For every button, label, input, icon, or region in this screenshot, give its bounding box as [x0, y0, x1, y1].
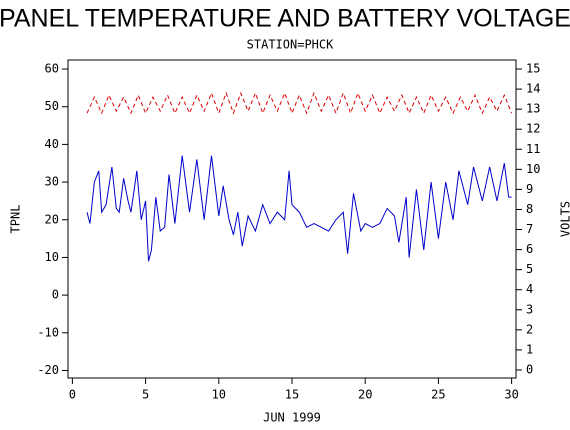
- y2-tick-label: 13: [526, 102, 540, 116]
- x-tick-label: 10: [212, 388, 226, 402]
- y2-tick-label: 14: [526, 82, 540, 96]
- y2-tick-label: 15: [526, 62, 540, 76]
- y2-tick-label: 12: [526, 122, 540, 136]
- y2-tick-label: 10: [526, 162, 540, 176]
- x-tick-label: 5: [142, 388, 149, 402]
- chart-subtitle: STATION=PHCK: [247, 38, 334, 52]
- y-tick-label: 40: [45, 137, 59, 151]
- y-tick-label: 50: [45, 99, 59, 113]
- y-tick-label: 10: [45, 250, 59, 264]
- y2-tick-label: 7: [526, 222, 533, 236]
- series-line: [86, 91, 513, 115]
- x-tick-label: 25: [431, 388, 445, 402]
- y2-tick-label: 6: [526, 242, 533, 256]
- y2-axis-label: VOLTS: [559, 201, 570, 237]
- y-tick-label: 20: [45, 212, 59, 226]
- x-tick-label: 0: [69, 388, 76, 402]
- x-tick-label: 15: [285, 388, 299, 402]
- y-tick-label: 0: [52, 288, 59, 302]
- y2-tick-label: 5: [526, 262, 533, 276]
- y2-tick-label: 4: [526, 282, 533, 296]
- y-tick-label: -20: [37, 363, 59, 377]
- series-line: [86, 155, 512, 262]
- y2-tick-label: 3: [526, 302, 533, 316]
- y2-tick-label: 2: [526, 322, 533, 336]
- y2-tick-label: 8: [526, 202, 533, 216]
- y-tick-label: 30: [45, 175, 59, 189]
- y2-tick-label: 9: [526, 182, 533, 196]
- plot-frame: [67, 59, 517, 379]
- y-tick-label: 60: [45, 62, 59, 76]
- x-axis-label: JUN 1999: [263, 411, 321, 425]
- x-tick-label: 30: [504, 388, 518, 402]
- y2-tick-label: 11: [526, 142, 540, 156]
- chart-title: PANEL TEMPERATURE AND BATTERY VOLTAGE: [0, 5, 570, 33]
- x-tick-label: 20: [358, 388, 372, 402]
- y-axis-label: TPNL: [9, 205, 23, 234]
- y2-tick-label: 0: [526, 362, 533, 376]
- y2-tick-label: 1: [526, 342, 533, 356]
- y-tick-label: -10: [37, 325, 59, 339]
